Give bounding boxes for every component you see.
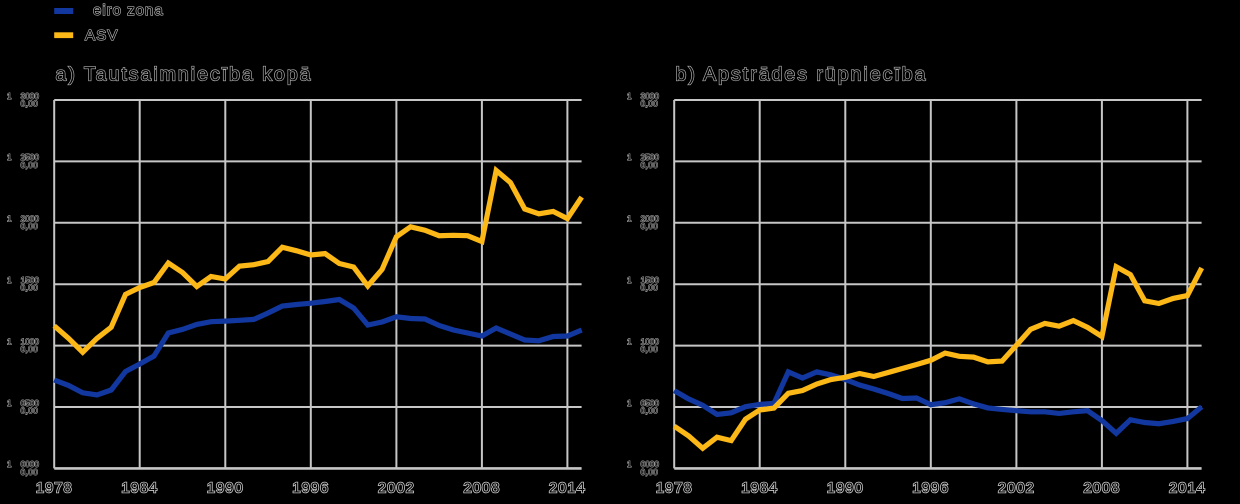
svg-text:1: 1 bbox=[627, 215, 632, 224]
svg-text:1: 1 bbox=[7, 153, 12, 162]
svg-text:0,00: 0,00 bbox=[21, 161, 39, 170]
svg-text:0,00: 0,00 bbox=[641, 161, 659, 170]
svg-text:1: 1 bbox=[7, 215, 12, 224]
svg-text:0,00: 0,00 bbox=[641, 345, 659, 354]
svg-text:0500: 0500 bbox=[641, 399, 660, 408]
svg-text:2500: 2500 bbox=[21, 153, 40, 162]
svg-text:0,00: 0,00 bbox=[21, 99, 39, 108]
svg-text:1000: 1000 bbox=[21, 337, 40, 346]
svg-text:0,00: 0,00 bbox=[641, 284, 659, 293]
svg-text:0,00: 0,00 bbox=[21, 406, 39, 415]
svg-text:3000: 3000 bbox=[21, 92, 40, 101]
svg-text:0,00: 0,00 bbox=[21, 468, 39, 477]
svg-text:0000: 0000 bbox=[21, 460, 40, 469]
svg-text:0,00: 0,00 bbox=[641, 406, 659, 415]
svg-text:2014: 2014 bbox=[1169, 480, 1206, 497]
svg-text:2500: 2500 bbox=[641, 153, 660, 162]
svg-text:0,00: 0,00 bbox=[641, 468, 659, 477]
svg-text:1: 1 bbox=[627, 276, 632, 285]
svg-text:1990: 1990 bbox=[207, 480, 244, 497]
svg-text:1996: 1996 bbox=[292, 480, 329, 497]
svg-text:0,00: 0,00 bbox=[641, 222, 659, 231]
svg-text:2002: 2002 bbox=[378, 480, 415, 497]
svg-text:1: 1 bbox=[7, 337, 12, 346]
svg-text:0,00: 0,00 bbox=[641, 99, 659, 108]
svg-text:2014: 2014 bbox=[549, 480, 586, 497]
svg-text:1: 1 bbox=[627, 153, 632, 162]
svg-text:1: 1 bbox=[627, 337, 632, 346]
svg-text:1990: 1990 bbox=[827, 480, 864, 497]
svg-text:0000: 0000 bbox=[641, 460, 660, 469]
svg-text:0,00: 0,00 bbox=[21, 284, 39, 293]
svg-text:0,00: 0,00 bbox=[21, 345, 39, 354]
svg-text:1996: 1996 bbox=[912, 480, 949, 497]
svg-text:2008: 2008 bbox=[1083, 480, 1120, 497]
svg-text:1: 1 bbox=[627, 399, 632, 408]
svg-text:1: 1 bbox=[7, 276, 12, 285]
svg-text:1: 1 bbox=[7, 399, 12, 408]
svg-text:1: 1 bbox=[7, 92, 12, 101]
svg-text:2008: 2008 bbox=[463, 480, 500, 497]
svg-text:1000: 1000 bbox=[641, 337, 660, 346]
svg-text:1984: 1984 bbox=[741, 480, 778, 497]
svg-text:1500: 1500 bbox=[641, 276, 660, 285]
svg-text:0,00: 0,00 bbox=[21, 222, 39, 231]
svg-text:b) Apstrādes rūpniecība: b) Apstrādes rūpniecība bbox=[676, 64, 928, 86]
svg-text:0500: 0500 bbox=[21, 399, 40, 408]
svg-text:ASV: ASV bbox=[85, 27, 119, 44]
svg-text:2000: 2000 bbox=[641, 215, 660, 224]
svg-text:3000: 3000 bbox=[641, 92, 660, 101]
svg-text:2002: 2002 bbox=[998, 480, 1035, 497]
svg-text:2000: 2000 bbox=[21, 215, 40, 224]
svg-text:1500: 1500 bbox=[21, 276, 40, 285]
svg-text:1: 1 bbox=[7, 460, 12, 469]
svg-text:1978: 1978 bbox=[36, 480, 73, 497]
svg-text:1984: 1984 bbox=[121, 480, 158, 497]
svg-text:a) Tautsaimniecība kopā: a) Tautsaimniecība kopā bbox=[56, 64, 313, 86]
svg-text:1: 1 bbox=[627, 92, 632, 101]
svg-text:1978: 1978 bbox=[656, 480, 693, 497]
svg-text:eiro zona: eiro zona bbox=[93, 2, 164, 19]
svg-text:1: 1 bbox=[627, 460, 632, 469]
